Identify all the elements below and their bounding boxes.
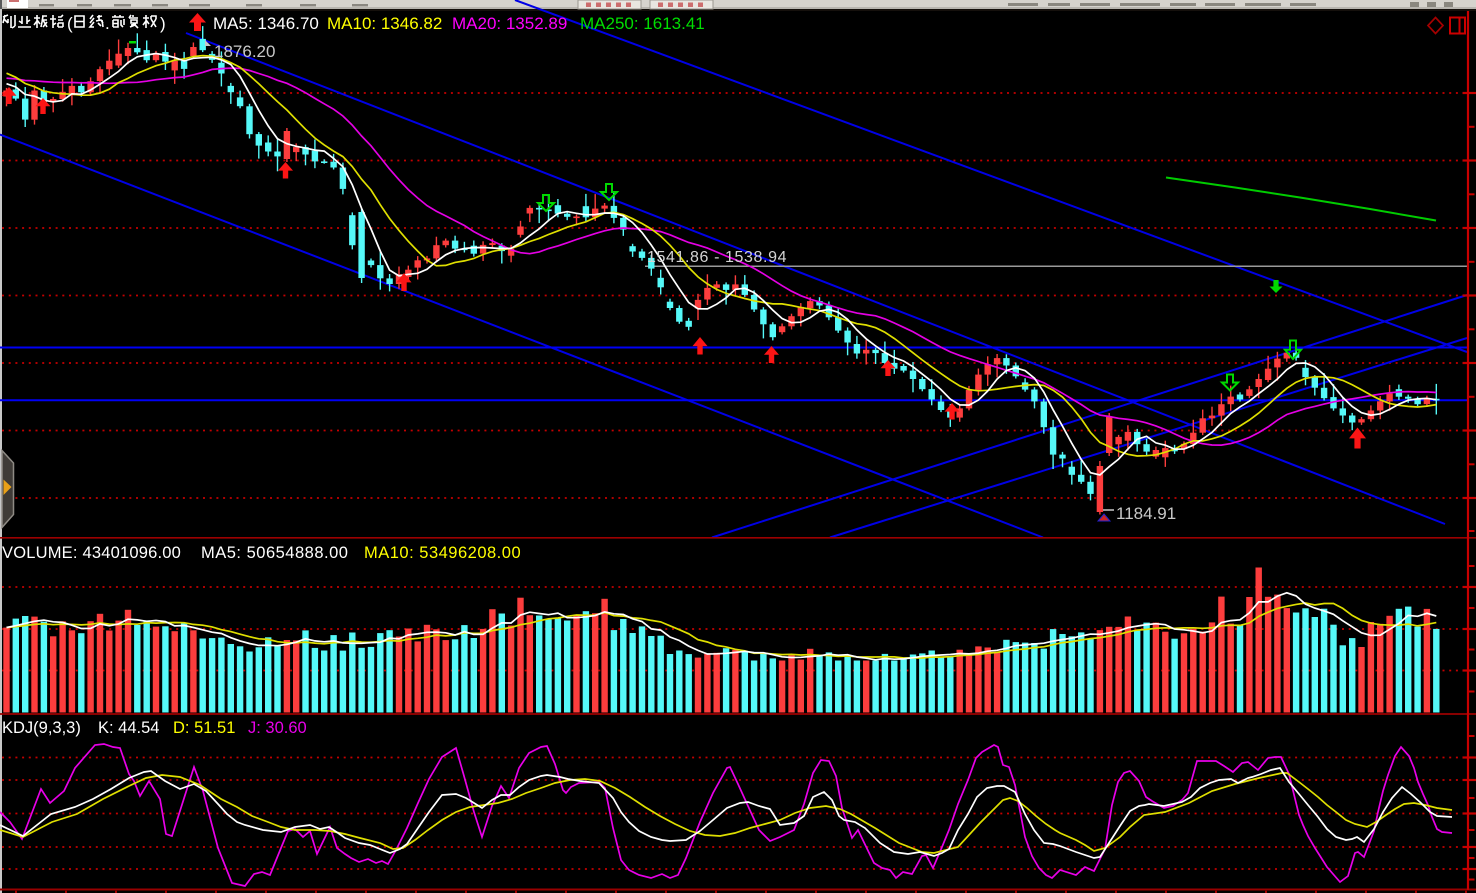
svg-text:MA5: 1346.70: MA5: 1346.70 [213, 14, 319, 33]
svg-text:1541.86 - 1538.94: 1541.86 - 1538.94 [647, 249, 787, 266]
svg-text:K: 44.54: K: 44.54 [98, 719, 159, 737]
svg-text:MA20: 1352.89: MA20: 1352.89 [452, 14, 567, 33]
svg-text:D: 51.51: D: 51.51 [173, 719, 235, 737]
svg-text:.: . [105, 14, 110, 33]
svg-text:(: ( [67, 14, 73, 33]
svg-text:MA10: 53496208.00: MA10: 53496208.00 [364, 544, 521, 562]
svg-text:MA10: 1346.82: MA10: 1346.82 [327, 14, 442, 33]
svg-text:VOLUME: 43401096.00: VOLUME: 43401096.00 [2, 544, 181, 562]
svg-text:J: 30.60: J: 30.60 [248, 719, 307, 737]
svg-text:): ) [160, 14, 166, 33]
svg-text:KDJ(9,3,3): KDJ(9,3,3) [2, 719, 81, 737]
svg-text:1876.20: 1876.20 [214, 42, 275, 61]
svg-text:MA250: 1613.41: MA250: 1613.41 [580, 14, 705, 33]
svg-text:MA5: 50654888.00: MA5: 50654888.00 [201, 544, 348, 562]
svg-text:1184.91: 1184.91 [1116, 504, 1176, 523]
